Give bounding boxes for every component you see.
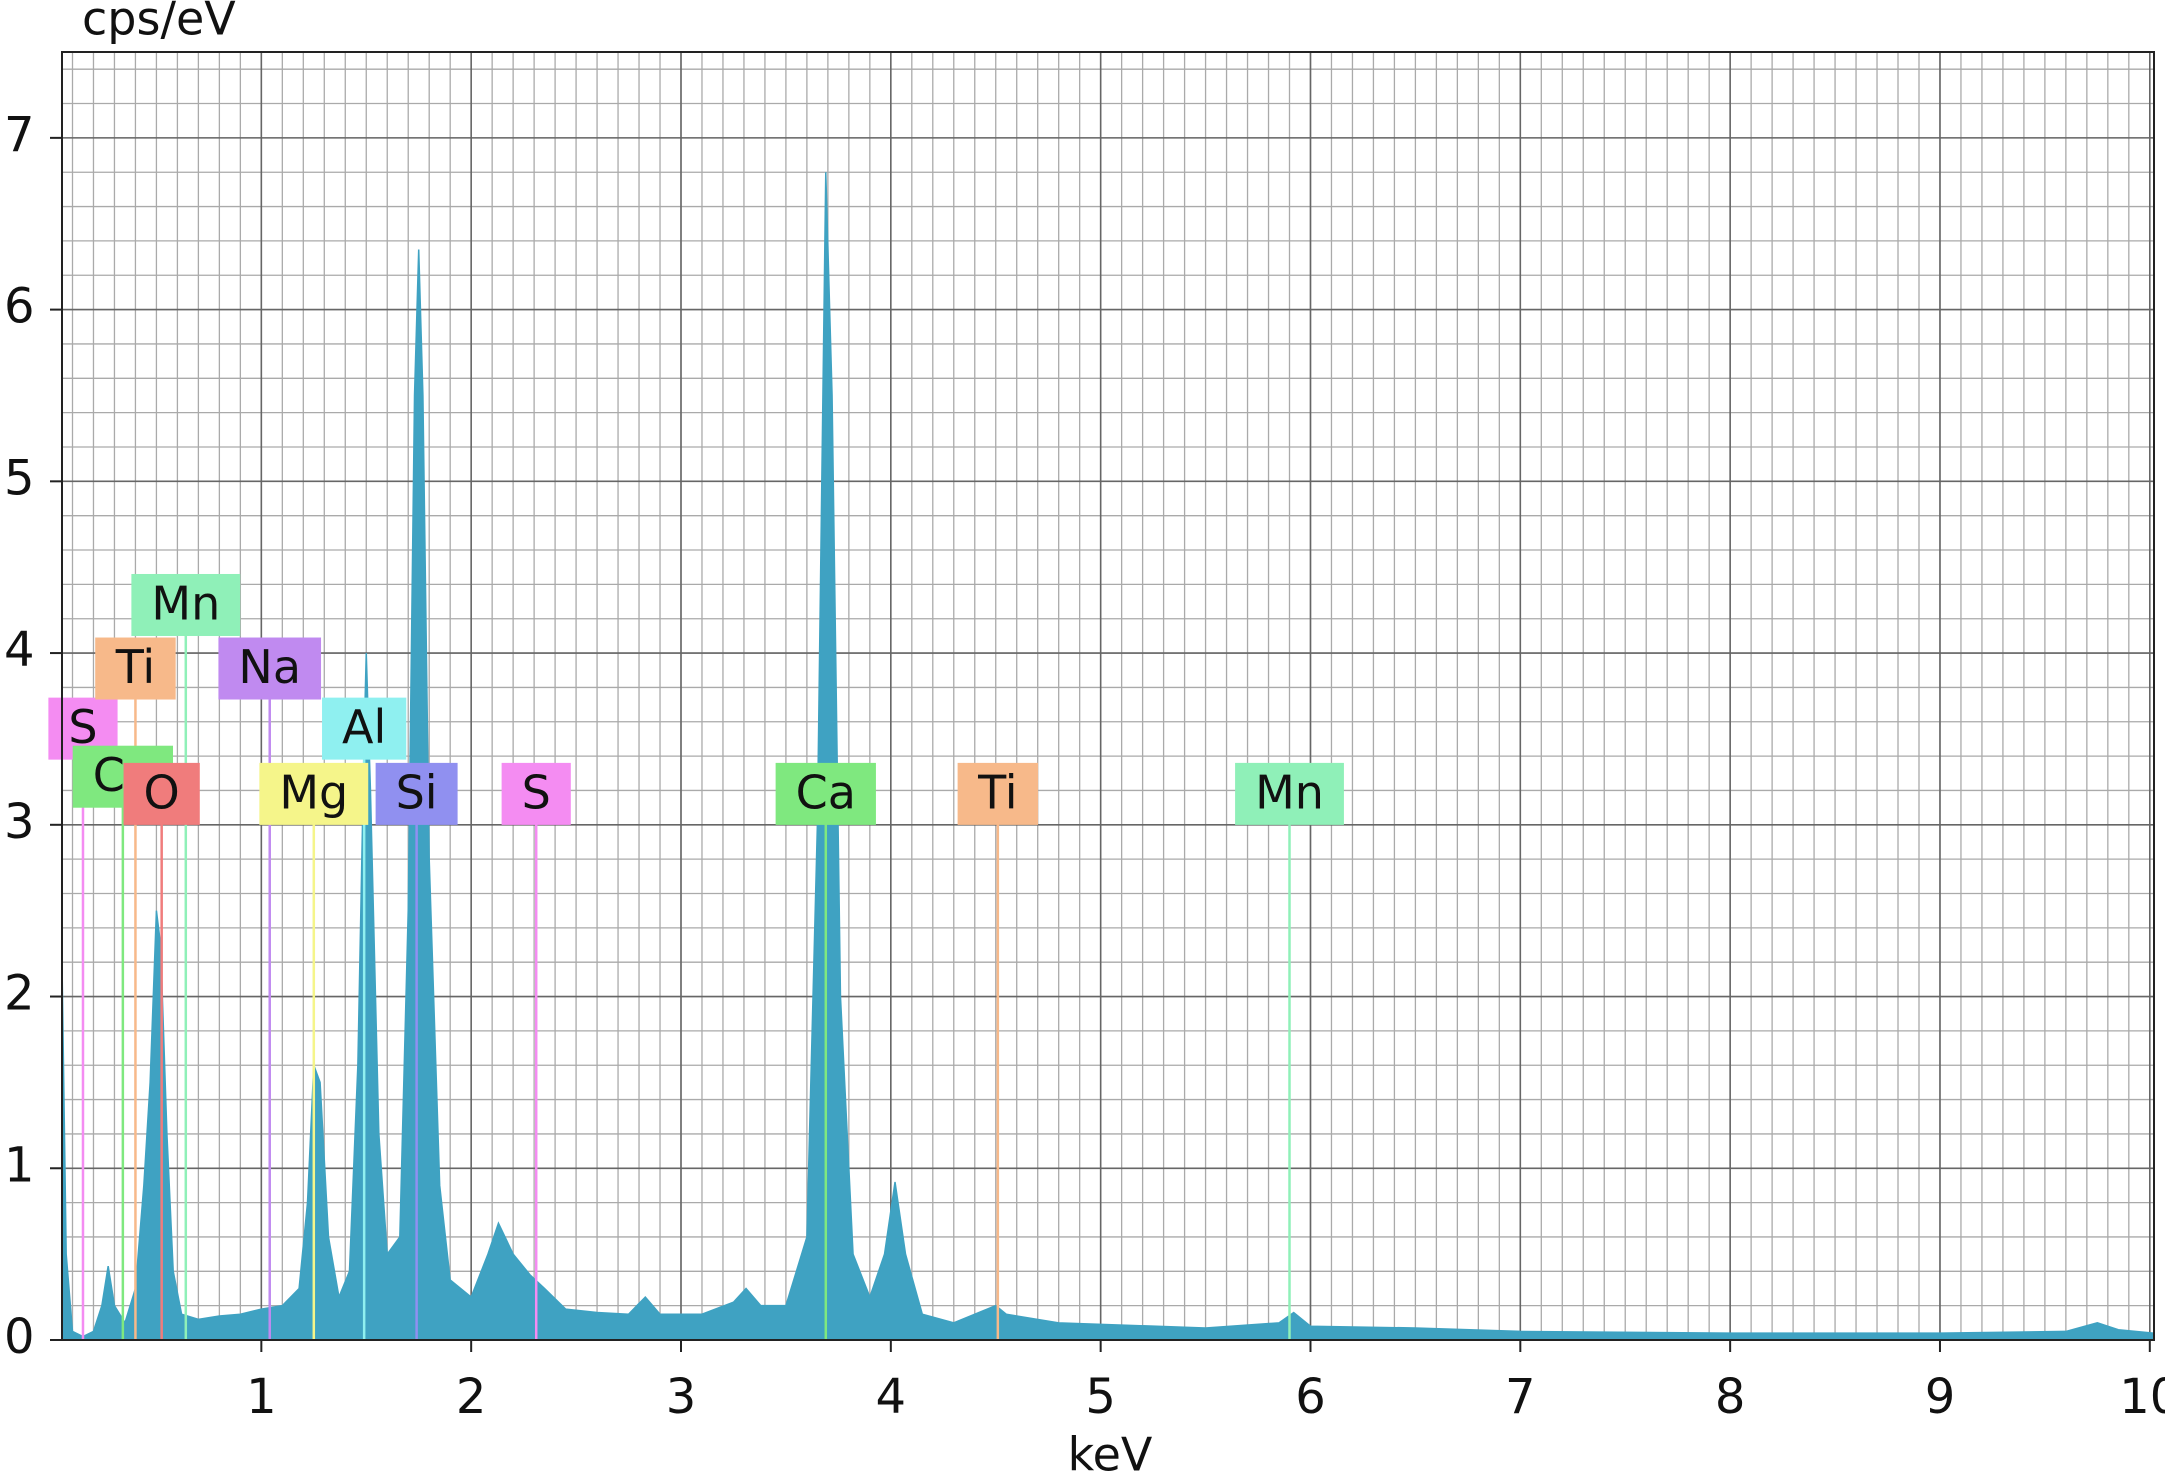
element-label: Ti	[957, 762, 1039, 825]
element-label: Ti	[95, 637, 176, 700]
x-tick-label: 10	[2119, 1369, 2165, 1425]
element-label: Si	[375, 762, 458, 825]
element-label-text: S	[68, 700, 97, 754]
x-tick-label: 9	[1925, 1369, 1956, 1425]
y-tick-label: 2	[4, 966, 35, 1022]
y-tick-label: 6	[4, 279, 35, 335]
element-label: Mn	[1235, 762, 1344, 825]
element-label-text: Mg	[279, 765, 348, 819]
element-label: Ca	[775, 762, 876, 825]
element-label-text: Al	[342, 700, 386, 754]
element-label-text: Si	[396, 765, 438, 819]
element-label: S	[48, 697, 118, 760]
x-tick-label: 8	[1715, 1369, 1746, 1425]
x-tick-label: 1	[246, 1369, 277, 1425]
x-tick-label: 6	[1295, 1369, 1326, 1425]
element-label-box	[123, 762, 200, 825]
spectrum	[61, 172, 2155, 1341]
element-label-box	[501, 762, 571, 825]
element-label: S	[501, 762, 571, 825]
element-label-box	[259, 762, 369, 825]
element-label-box	[131, 573, 241, 636]
x-axis-label: keV	[1068, 1428, 1153, 1482]
element-label: Mg	[259, 762, 369, 825]
element-label-text: Na	[238, 640, 301, 694]
element-label: Al	[322, 697, 407, 760]
y-tick-label: 7	[4, 107, 35, 163]
element-label-box	[375, 762, 458, 825]
element-label-text: Ti	[115, 640, 155, 694]
element-label-text: O	[144, 765, 180, 819]
element-label-box	[1235, 762, 1344, 825]
x-tick-label: 2	[456, 1369, 487, 1425]
element-label-box	[95, 637, 176, 700]
element-label: Mn	[131, 573, 241, 636]
y-tick-label: 4	[4, 622, 35, 678]
y-tick-label: 0	[4, 1309, 35, 1365]
element-label-text: Ti	[977, 765, 1017, 819]
y-tick-label: 3	[4, 794, 35, 850]
x-tick-label: 3	[666, 1369, 697, 1425]
element-label-box	[775, 762, 876, 825]
plot-frame	[61, 51, 2155, 1341]
element-label: Na	[218, 637, 322, 700]
element-label-text: Mn	[1255, 765, 1324, 819]
y-tick-label: 1	[4, 1137, 35, 1193]
element-label-box	[218, 637, 322, 700]
x-tick-label: 5	[1085, 1369, 1116, 1425]
element-label-text: Ca	[796, 765, 856, 819]
element-label-box	[322, 697, 407, 760]
element-label-box	[957, 762, 1039, 825]
x-tick-label: 4	[876, 1369, 907, 1425]
element-label-text: Mn	[151, 576, 220, 630]
element-label-text: S	[522, 765, 551, 819]
y-axis-label: cps/eV	[82, 0, 236, 46]
y-tick-label: 5	[4, 450, 35, 506]
x-tick-label: 7	[1505, 1369, 1536, 1425]
element-label: O	[123, 762, 200, 825]
